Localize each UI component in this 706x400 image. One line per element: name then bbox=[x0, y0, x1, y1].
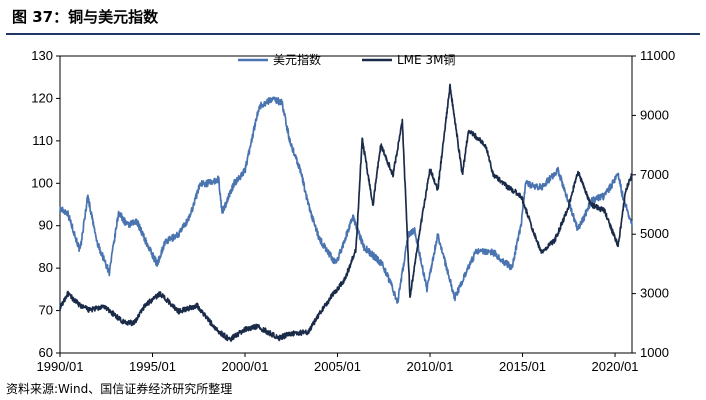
y-left-tick-label: 130 bbox=[31, 48, 53, 63]
plot-frame bbox=[59, 55, 633, 354]
y-right-tick-label: 9000 bbox=[640, 107, 669, 122]
y-right-tick-label: 11000 bbox=[640, 48, 675, 63]
y-right-tick-label: 5000 bbox=[640, 226, 669, 241]
legend-label-1: 美元指数 bbox=[273, 52, 321, 67]
y-right-tick-label: 7000 bbox=[640, 167, 669, 182]
y-left-tick-label: 120 bbox=[31, 90, 53, 105]
legend: 美元指数 LME 3M铜 bbox=[238, 52, 455, 67]
y-right-tick-label: 1000 bbox=[640, 345, 669, 360]
x-tick-label: 2015/01 bbox=[499, 359, 546, 374]
x-tick-label: 1995/01 bbox=[129, 359, 176, 374]
series-line-2 bbox=[59, 83, 633, 342]
y-left-tick-label: 60 bbox=[39, 345, 53, 360]
x-tick-label: 2010/01 bbox=[407, 359, 454, 374]
y-left-tick-label: 80 bbox=[39, 260, 53, 275]
y-left-tick-label: 90 bbox=[39, 218, 53, 233]
source-note: 资料来源:Wind、国信证券经济研究所整理 bbox=[6, 382, 233, 396]
y-left-tick-label: 100 bbox=[31, 175, 53, 190]
x-tick-label: 2000/01 bbox=[222, 359, 269, 374]
y-left-tick-label: 70 bbox=[39, 303, 53, 318]
axes: 60 70 80 90 100 110 120 130 1000 3000 5000 7000 9000… bbox=[31, 48, 675, 374]
figure-title: 图 37：铜与美元指数 bbox=[12, 8, 159, 26]
title-rule bbox=[6, 33, 700, 35]
y-left-tick-label: 110 bbox=[32, 133, 53, 148]
series-line-1 bbox=[59, 96, 633, 304]
x-tick-label: 2005/01 bbox=[314, 359, 361, 374]
x-tick-label: 2020/01 bbox=[592, 359, 639, 374]
series-lines bbox=[59, 83, 633, 342]
legend-label-2: LME 3M铜 bbox=[397, 52, 455, 67]
x-tick-label: 1990/01 bbox=[37, 359, 84, 374]
y-right-tick-label: 3000 bbox=[640, 286, 669, 301]
